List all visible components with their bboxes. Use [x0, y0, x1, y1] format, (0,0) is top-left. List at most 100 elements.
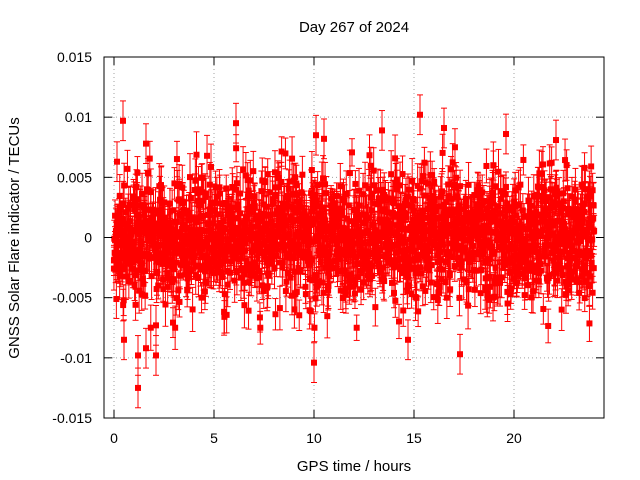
- data-point: [413, 238, 420, 245]
- data-point: [258, 217, 265, 224]
- data-point: [175, 287, 182, 294]
- data-point: [301, 238, 308, 245]
- data-point: [120, 302, 127, 309]
- data-point: [173, 156, 180, 163]
- data-point: [292, 233, 299, 240]
- data-point: [147, 235, 154, 242]
- data-point: [122, 273, 129, 280]
- data-point: [316, 252, 323, 259]
- data-point: [397, 182, 404, 189]
- data-point: [293, 191, 300, 198]
- data-point: [261, 222, 268, 229]
- data-point: [261, 253, 268, 260]
- data-point: [184, 261, 191, 268]
- data-point: [354, 260, 361, 267]
- data-point: [118, 231, 125, 238]
- data-point: [372, 304, 379, 311]
- data-point: [245, 267, 252, 274]
- data-point: [346, 277, 353, 284]
- data-point: [322, 264, 329, 271]
- data-point: [395, 203, 402, 210]
- data-point: [147, 189, 154, 196]
- data-point: [409, 177, 416, 184]
- data-point: [410, 229, 417, 236]
- data-point: [166, 200, 173, 207]
- data-point: [203, 240, 210, 247]
- data-point: [213, 259, 220, 266]
- data-point: [131, 282, 138, 289]
- data-point: [258, 188, 265, 195]
- data-point: [199, 189, 206, 196]
- data-point: [340, 195, 347, 202]
- data-point: [200, 197, 207, 204]
- data-point: [399, 171, 406, 178]
- data-point: [260, 287, 267, 294]
- data-point: [133, 183, 140, 190]
- data-point: [364, 272, 371, 279]
- data-point: [391, 213, 398, 220]
- data-point: [400, 307, 407, 314]
- data-point: [394, 222, 401, 229]
- data-point: [348, 252, 355, 259]
- data-point: [195, 186, 202, 193]
- data-point: [334, 268, 341, 275]
- data-point: [302, 291, 309, 298]
- data-point: [233, 269, 240, 276]
- data-point: [184, 241, 191, 248]
- data-point: [333, 240, 340, 247]
- data-point: [391, 289, 398, 296]
- data-point: [223, 311, 230, 318]
- data-point: [287, 213, 294, 220]
- data-point: [197, 233, 204, 240]
- data-point: [324, 313, 331, 320]
- data-point: [343, 215, 350, 222]
- data-point: [233, 145, 240, 152]
- data-point: [356, 202, 363, 209]
- data-point: [145, 255, 152, 262]
- data-point: [227, 243, 234, 250]
- data-point: [136, 231, 143, 238]
- data-point: [132, 272, 139, 279]
- data-point: [401, 200, 408, 207]
- data-point: [294, 245, 301, 252]
- data-point: [309, 256, 316, 263]
- data-point: [125, 205, 132, 212]
- data-point: [267, 189, 274, 196]
- data-point: [303, 213, 310, 220]
- data-point: [116, 209, 123, 216]
- data-point: [204, 152, 211, 159]
- data-point: [373, 247, 380, 254]
- data-point: [147, 324, 154, 331]
- data-point: [212, 199, 219, 206]
- data-point: [182, 225, 189, 232]
- data-point: [285, 185, 292, 192]
- data-point: [169, 243, 176, 250]
- data-point: [222, 200, 229, 207]
- data-point: [408, 234, 415, 241]
- data-point: [187, 195, 194, 202]
- data-point: [289, 191, 296, 198]
- data-point: [337, 209, 344, 216]
- data-point: [299, 171, 306, 178]
- data-point: [231, 277, 238, 284]
- data-point: [296, 312, 303, 319]
- data-point: [313, 199, 320, 206]
- data-point: [360, 191, 367, 198]
- data-point: [248, 272, 255, 279]
- data-point: [248, 203, 255, 210]
- data-point: [113, 296, 120, 303]
- data-point: [255, 268, 262, 275]
- data-point: [154, 223, 161, 230]
- data-point: [332, 213, 339, 220]
- data-point: [268, 260, 275, 267]
- data-point: [370, 222, 377, 229]
- data-point: [240, 233, 247, 240]
- data-point: [341, 199, 348, 206]
- data-point: [166, 219, 173, 226]
- data-point: [395, 318, 402, 325]
- data-point: [416, 185, 423, 192]
- data-point: [262, 179, 269, 186]
- data-point: [184, 272, 191, 279]
- data-point: [306, 276, 313, 283]
